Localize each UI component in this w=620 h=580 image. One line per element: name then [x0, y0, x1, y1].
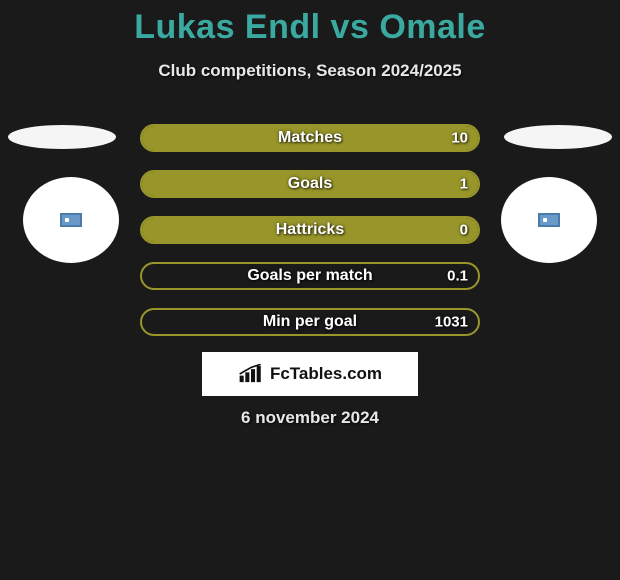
stat-bar-value-right: 0.1: [447, 268, 468, 285]
title-player1: Lukas Endl: [134, 8, 320, 46]
flag-left: [8, 125, 116, 149]
page-title: Lukas Endl vs Omale: [0, 0, 620, 47]
badge-placeholder-icon: [538, 213, 560, 227]
stat-bar-value-right: 10: [451, 130, 468, 147]
stat-bar-value-right: 1031: [435, 314, 468, 331]
stat-bar: Matches 10: [140, 124, 480, 152]
subtitle: Club competitions, Season 2024/2025: [0, 61, 620, 81]
date-text: 6 november 2024: [0, 408, 620, 428]
title-vs: vs: [331, 8, 370, 46]
club-badge-right: [501, 177, 597, 263]
title-player2: Omale: [379, 8, 485, 46]
stat-bar-value-right: 0: [460, 222, 468, 239]
stat-bar: Goals 1: [140, 170, 480, 198]
stat-bar-value-right: 1: [460, 176, 468, 193]
stat-bar: Min per goal 1031: [140, 308, 480, 336]
stat-bar-label: Goals per match: [247, 267, 372, 285]
stat-bar-label: Goals: [288, 175, 332, 193]
badge-placeholder-icon: [60, 213, 82, 227]
brand-chart-icon: [238, 364, 264, 384]
stat-bar-label: Min per goal: [263, 313, 357, 331]
club-badge-left: [23, 177, 119, 263]
brand-text: FcTables.com: [270, 364, 382, 384]
stat-bar-label: Matches: [278, 129, 342, 147]
stats-bars: Matches 10 Goals 1 Hattricks 0 Goals per match…: [140, 124, 480, 354]
stat-bar: Goals per match 0.1: [140, 262, 480, 290]
brand-box: FcTables.com: [202, 352, 418, 396]
stat-bar: Hattricks 0: [140, 216, 480, 244]
stat-bar-label: Hattricks: [276, 221, 344, 239]
flag-right: [504, 125, 612, 149]
